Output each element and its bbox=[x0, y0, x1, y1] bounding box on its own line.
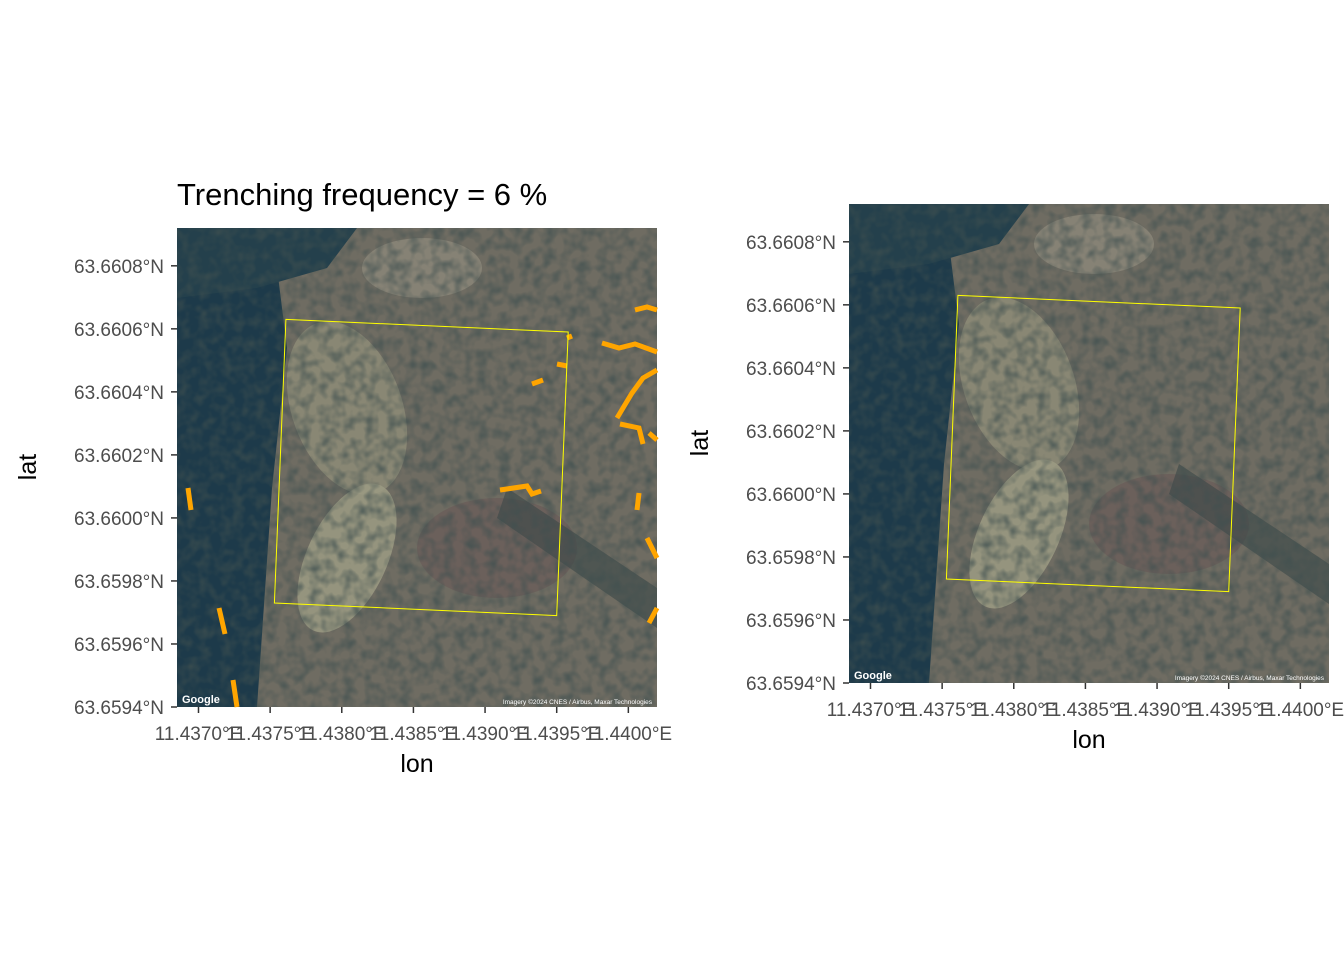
imagery-attribution: Imagery ©2024 CNES / Airbus, Maxar Techn… bbox=[503, 698, 653, 706]
trench-segment bbox=[499, 483, 542, 497]
y-tick-label: 63.6594°N bbox=[746, 674, 836, 695]
y-tick-label: 63.6596°N bbox=[746, 611, 836, 632]
trench-segment bbox=[644, 536, 660, 560]
x-tick-label: 11.4390°E bbox=[1113, 700, 1201, 721]
y-tick-label: 63.6596°N bbox=[74, 635, 164, 656]
y-tick-label: 63.6606°N bbox=[74, 320, 164, 341]
x-tick-label: 11.4395°E bbox=[1185, 700, 1273, 721]
trench-segment bbox=[646, 606, 660, 625]
trench-segment bbox=[634, 492, 642, 511]
map-panel-reference: Google Imagery ©2024 CNES / Airbus, Maxa… bbox=[686, 204, 1344, 754]
y-axis: 63.6608°N 63.6606°N 63.6604°N 63.6602°N 63.6… bbox=[746, 233, 849, 695]
x-axis: 11.4370°E11.4375°E11.4380°E11.4385°E11.4… bbox=[155, 707, 672, 745]
trench-segment bbox=[634, 304, 658, 313]
y-axis-label: lat bbox=[14, 454, 42, 480]
x-tick-label: 11.4385°E bbox=[1042, 700, 1130, 721]
x-axis-label: lon bbox=[400, 750, 433, 778]
x-tick-label: 11.4380°E bbox=[970, 700, 1058, 721]
trench-segment bbox=[614, 367, 659, 420]
y-axis: 63.6608°N 63.6606°N 63.6604°N 63.6602°N 63.6… bbox=[74, 257, 177, 719]
x-tick-label: 11.4370°E bbox=[155, 724, 243, 745]
y-tick-label: 63.6606°N bbox=[746, 296, 836, 317]
x-tick-label: 11.4385°E bbox=[370, 724, 458, 745]
trench-segment bbox=[619, 421, 646, 445]
satellite-basemap: Google Imagery ©2024 CNES / Airbus, Maxa… bbox=[849, 204, 1329, 683]
y-tick-label: 63.6604°N bbox=[74, 383, 164, 404]
x-tick-label: 11.4390°E bbox=[441, 724, 529, 745]
panel-title: Trenching frequency = 6 % bbox=[177, 177, 547, 212]
y-tick-label: 63.6598°N bbox=[74, 572, 164, 593]
google-logo: Google bbox=[182, 694, 220, 706]
y-tick-label: 63.6600°N bbox=[74, 509, 164, 530]
y-tick-label: 63.6598°N bbox=[746, 548, 836, 569]
y-tick-label: 63.6600°N bbox=[746, 485, 836, 506]
x-tick-label: 11.4400°E bbox=[585, 724, 673, 745]
imagery-attribution: Imagery ©2024 CNES / Airbus, Maxar Techn… bbox=[1175, 674, 1325, 682]
trench-segment bbox=[647, 431, 659, 442]
trench-segment bbox=[531, 377, 544, 387]
trench-segment bbox=[185, 487, 194, 511]
x-axis: 11.4370°E11.4375°E11.4380°E11.4385°E11.4… bbox=[827, 683, 1344, 721]
x-tick-label: 11.4375°E bbox=[898, 700, 986, 721]
trench-segment bbox=[601, 340, 658, 355]
plot-boundary bbox=[945, 294, 1241, 593]
y-axis-label: lat bbox=[686, 430, 714, 456]
satellite-basemap: Google Imagery ©2024 CNES / Airbus, Maxa… bbox=[177, 228, 657, 707]
google-logo: Google bbox=[854, 670, 892, 682]
x-axis-label: lon bbox=[1072, 726, 1105, 754]
trench-segment bbox=[230, 679, 240, 708]
map-panel-trenching: Trenching frequency = 6 % Google Imagery… bbox=[14, 177, 672, 778]
trench-segment bbox=[556, 361, 568, 369]
x-tick-label: 11.4375°E bbox=[226, 724, 314, 745]
x-tick-label: 11.4380°E bbox=[298, 724, 386, 745]
y-tick-label: 63.6608°N bbox=[74, 257, 164, 278]
y-tick-label: 63.6604°N bbox=[746, 359, 836, 380]
trench-lines bbox=[185, 304, 660, 708]
y-tick-label: 63.6594°N bbox=[74, 698, 164, 719]
y-tick-label: 63.6602°N bbox=[74, 446, 164, 467]
plot-boundary bbox=[273, 318, 569, 617]
x-tick-label: 11.4400°E bbox=[1257, 700, 1344, 721]
trench-segment bbox=[216, 607, 228, 635]
y-tick-label: 63.6608°N bbox=[746, 233, 836, 254]
x-tick-label: 11.4370°E bbox=[827, 700, 915, 721]
x-tick-label: 11.4395°E bbox=[513, 724, 601, 745]
y-tick-label: 63.6602°N bbox=[746, 422, 836, 443]
